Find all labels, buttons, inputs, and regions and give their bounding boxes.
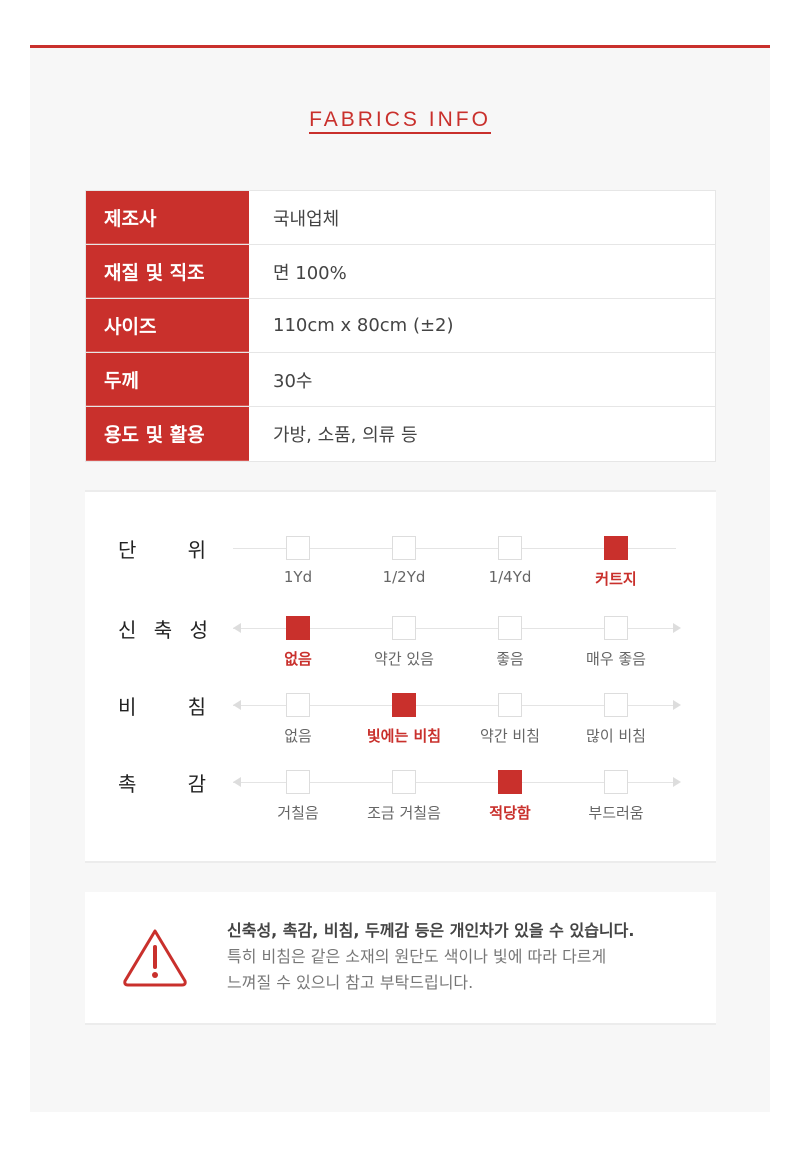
arrow-right-icon bbox=[673, 777, 681, 787]
spec-row: 제조사 국내업체 bbox=[86, 191, 715, 245]
arrow-right-icon bbox=[673, 700, 681, 710]
option-checkbox bbox=[498, 616, 522, 640]
spec-row: 두께 30수 bbox=[86, 353, 715, 407]
option-label: 약간 있음 bbox=[374, 650, 434, 668]
spec-label: 두께 bbox=[86, 353, 249, 406]
option-checkbox bbox=[392, 616, 416, 640]
spec-value: 면 100% bbox=[273, 262, 347, 284]
option-label: 1/2Yd bbox=[382, 568, 426, 586]
option-label: 부드러움 bbox=[588, 804, 644, 822]
option-checkbox bbox=[286, 770, 310, 794]
spec-value: 30수 bbox=[273, 370, 313, 392]
scale-line bbox=[233, 548, 676, 549]
option-checkbox bbox=[604, 693, 628, 717]
option-label: 1Yd bbox=[283, 568, 313, 586]
option-checkbox bbox=[286, 616, 310, 640]
option-label: 매우 좋음 bbox=[586, 650, 646, 668]
option-checkbox bbox=[498, 770, 522, 794]
option-checkbox bbox=[286, 536, 310, 560]
option-checkbox bbox=[498, 536, 522, 560]
spec-row: 재질 및 직조 면 100% bbox=[86, 245, 715, 299]
option-label: 커트지 bbox=[595, 570, 637, 588]
spec-row: 용도 및 활용 가방, 소품, 의류 등 bbox=[86, 407, 715, 461]
option-label: 빛에는 비침 bbox=[366, 727, 442, 745]
option-checkbox bbox=[604, 536, 628, 560]
spec-value: 국내업체 bbox=[273, 208, 340, 230]
section-title: FABRICS INFO bbox=[0, 108, 800, 134]
option-label: 많이 비침 bbox=[586, 727, 646, 745]
arrow-left-icon bbox=[233, 700, 241, 710]
arrow-left-icon bbox=[233, 623, 241, 633]
option-label: 조금 거칠음 bbox=[367, 804, 441, 822]
option-label: 약간 비침 bbox=[480, 727, 540, 745]
option-label: 없음 bbox=[284, 650, 312, 668]
rating-panel: 단 위 1Yd 1/2Yd 1/4Yd 커트지 신 축 성 없음 약간 있음 좋음 매우 좋음 비 침 없음 빛… bbox=[85, 490, 716, 863]
option-checkbox bbox=[392, 693, 416, 717]
arrow-left-icon bbox=[233, 777, 241, 787]
option-checkbox bbox=[392, 770, 416, 794]
option-checkbox bbox=[604, 770, 628, 794]
spec-row: 사이즈 110cm x 80cm (±2) bbox=[86, 299, 715, 353]
scale-line bbox=[233, 628, 676, 629]
option-label: 거칠음 bbox=[277, 804, 319, 822]
scale-line bbox=[233, 705, 676, 706]
spec-value: 110cm x 80cm (±2) bbox=[273, 315, 454, 336]
option-label: 좋음 bbox=[496, 650, 524, 668]
option-label: 1/4Yd bbox=[488, 568, 532, 586]
option-label: 적당함 bbox=[489, 804, 531, 822]
option-checkbox bbox=[286, 693, 310, 717]
rating-row: 단 위 1Yd 1/2Yd 1/4Yd 커트지 bbox=[85, 536, 716, 628]
spec-label: 사이즈 bbox=[86, 299, 249, 352]
spec-label: 제조사 bbox=[86, 191, 249, 244]
option-checkbox bbox=[604, 616, 628, 640]
spec-label: 용도 및 활용 bbox=[86, 407, 249, 461]
spec-value: 가방, 소품, 의류 등 bbox=[273, 425, 418, 446]
scale-line bbox=[233, 782, 676, 783]
spec-label: 재질 및 직조 bbox=[86, 245, 249, 298]
warning-triangle-icon bbox=[123, 929, 187, 987]
option-label: 없음 bbox=[284, 727, 312, 745]
notice-box: 신축성, 촉감, 비침, 두께감 등은 개인차가 있을 수 있습니다. 특히 비… bbox=[85, 892, 716, 1025]
arrow-right-icon bbox=[673, 623, 681, 633]
option-checkbox bbox=[392, 536, 416, 560]
option-checkbox bbox=[498, 693, 522, 717]
notice-text: 신축성, 촉감, 비침, 두께감 등은 개인차가 있을 수 있습니다. 특히 비… bbox=[227, 921, 635, 992]
